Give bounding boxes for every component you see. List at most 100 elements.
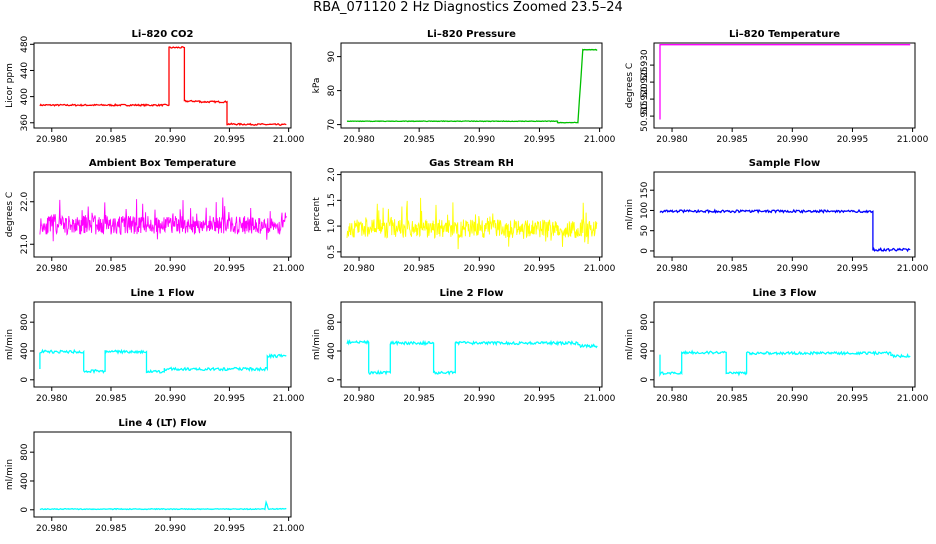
series-line xyxy=(39,499,287,511)
x-tick-label: 20.990 xyxy=(154,524,186,534)
x-tick-label: 21.000 xyxy=(273,264,305,274)
x-tick-label: 21.000 xyxy=(273,524,305,534)
panel-sample-flow: Sample Flow 20.980 20.985 20.990 20.995 21.00… xyxy=(625,158,929,274)
panel-title: Line 1 Flow xyxy=(131,288,195,299)
y-tick-label: 50 xyxy=(640,225,650,237)
x-tick-label: 20.985 xyxy=(716,264,748,274)
y-tick-label: 480 xyxy=(20,35,30,52)
x-tick-label: 20.980 xyxy=(36,394,68,404)
x-tick-label: 20.995 xyxy=(524,264,556,274)
series-line xyxy=(659,208,911,253)
series-line xyxy=(346,197,598,250)
y-axis-label: ml/min xyxy=(5,329,15,360)
y-tick-label: 400 xyxy=(20,342,30,359)
x-tick-label: 20.995 xyxy=(214,524,246,534)
x-tick-label: 21.000 xyxy=(584,394,616,404)
x-tick-label: 20.990 xyxy=(777,135,809,145)
panel-line-3-flow: Line 3 Flow 20.980 20.985 20.990 20.995 21.00… xyxy=(625,288,929,404)
plot-frame xyxy=(33,171,292,258)
x-tick-label: 20.985 xyxy=(403,135,435,145)
y-tick-label: 0 xyxy=(20,377,30,383)
y-tick-label: 70 xyxy=(327,119,337,131)
panel-line-4-lt-flow: Line 4 (LT) Flow 20.980 20.985 20.990 20.995… xyxy=(5,418,305,534)
panel-title: Line 2 Flow xyxy=(440,288,504,299)
y-tick-label: 800 xyxy=(327,313,337,330)
x-tick-label: 20.995 xyxy=(837,394,869,404)
y-tick-label: 400 xyxy=(640,342,650,359)
x-tick-label: 20.980 xyxy=(36,135,68,145)
y-tick-label: 2.0 xyxy=(327,167,337,182)
x-tick-label: 20.985 xyxy=(95,264,127,274)
x-tick-label: 20.995 xyxy=(524,394,556,404)
y-tick-label: 0.5 xyxy=(327,245,337,259)
x-tick-label: 20.980 xyxy=(36,524,68,534)
x-tick-label: 21.000 xyxy=(584,264,616,274)
x-tick-label: 21.000 xyxy=(584,135,616,145)
y-tick-label: 1.5 xyxy=(327,193,337,207)
panel-title: Li–820 CO2 xyxy=(132,29,194,40)
panel-title: Line 4 (LT) Flow xyxy=(118,418,206,429)
x-tick-label: 20.995 xyxy=(214,394,246,404)
x-tick-label: 20.990 xyxy=(154,394,186,404)
y-tick-label: 50.925 xyxy=(640,66,650,98)
plot-frame xyxy=(33,42,292,129)
plot-frame xyxy=(33,431,292,518)
y-tick-label: 800 xyxy=(640,313,650,330)
y-axis-label: degrees C xyxy=(5,192,15,237)
y-tick-label: 50.915 xyxy=(640,100,650,132)
plot-frame xyxy=(340,42,603,129)
y-tick-label: 90 xyxy=(327,51,337,63)
x-tick-label: 20.985 xyxy=(95,524,127,534)
series-line xyxy=(659,349,911,377)
y-axis-label: ml/min xyxy=(312,329,322,360)
plot-frame xyxy=(340,171,603,258)
y-axis-label: Licor ppm xyxy=(5,63,15,108)
x-tick-label: 20.985 xyxy=(403,264,435,274)
x-tick-label: 20.985 xyxy=(716,135,748,145)
y-tick-label: 0 xyxy=(640,377,650,383)
panel-title: Sample Flow xyxy=(749,158,821,169)
x-tick-label: 21.000 xyxy=(273,135,305,145)
y-axis-label: kPa xyxy=(312,78,322,94)
y-tick-label: 400 xyxy=(20,472,30,489)
plot-frame xyxy=(653,42,916,129)
x-tick-label: 20.990 xyxy=(464,135,496,145)
y-tick-label: 150 xyxy=(640,181,650,198)
plot-frame xyxy=(33,301,292,388)
plot-frame xyxy=(653,301,916,388)
y-tick-label: 800 xyxy=(20,443,30,460)
x-tick-label: 20.990 xyxy=(464,394,496,404)
x-tick-label: 20.990 xyxy=(777,394,809,404)
x-tick-label: 20.980 xyxy=(343,394,375,404)
x-tick-label: 20.980 xyxy=(36,264,68,274)
panel-ambient-box-temperature: Ambient Box Temperature 20.980 20.985 20.99… xyxy=(5,158,305,274)
x-tick-label: 20.985 xyxy=(95,394,127,404)
y-tick-label: 100 xyxy=(640,202,650,219)
x-tick-label: 20.980 xyxy=(656,135,688,145)
y-axis-label: ml/min xyxy=(5,459,15,490)
y-tick-label: 400 xyxy=(20,88,30,105)
x-tick-label: 20.980 xyxy=(343,264,375,274)
x-tick-label: 21.000 xyxy=(897,264,929,274)
x-tick-label: 20.990 xyxy=(777,264,809,274)
x-tick-label: 21.000 xyxy=(273,394,305,404)
y-tick-label: 22.0 xyxy=(20,191,30,211)
y-tick-label: 800 xyxy=(20,313,30,330)
x-tick-label: 20.995 xyxy=(214,264,246,274)
series-line xyxy=(39,348,287,375)
series-line xyxy=(346,339,598,376)
panel-title: Li–820 Temperature xyxy=(729,29,840,40)
x-tick-label: 20.985 xyxy=(95,135,127,145)
x-tick-label: 20.990 xyxy=(154,264,186,274)
y-axis-label: percent xyxy=(312,197,322,232)
panel-li-820-pressure: Li–820 Pressure 20.980 20.985 20.990 20.995 2… xyxy=(312,29,616,145)
series-line xyxy=(39,197,287,242)
y-tick-label: 50.920 xyxy=(640,83,650,115)
panel-title: Line 3 Flow xyxy=(753,288,817,299)
x-tick-label: 21.000 xyxy=(897,135,929,145)
x-tick-label: 20.985 xyxy=(403,394,435,404)
y-tick-label: 440 xyxy=(20,62,30,79)
series-line xyxy=(659,44,911,120)
